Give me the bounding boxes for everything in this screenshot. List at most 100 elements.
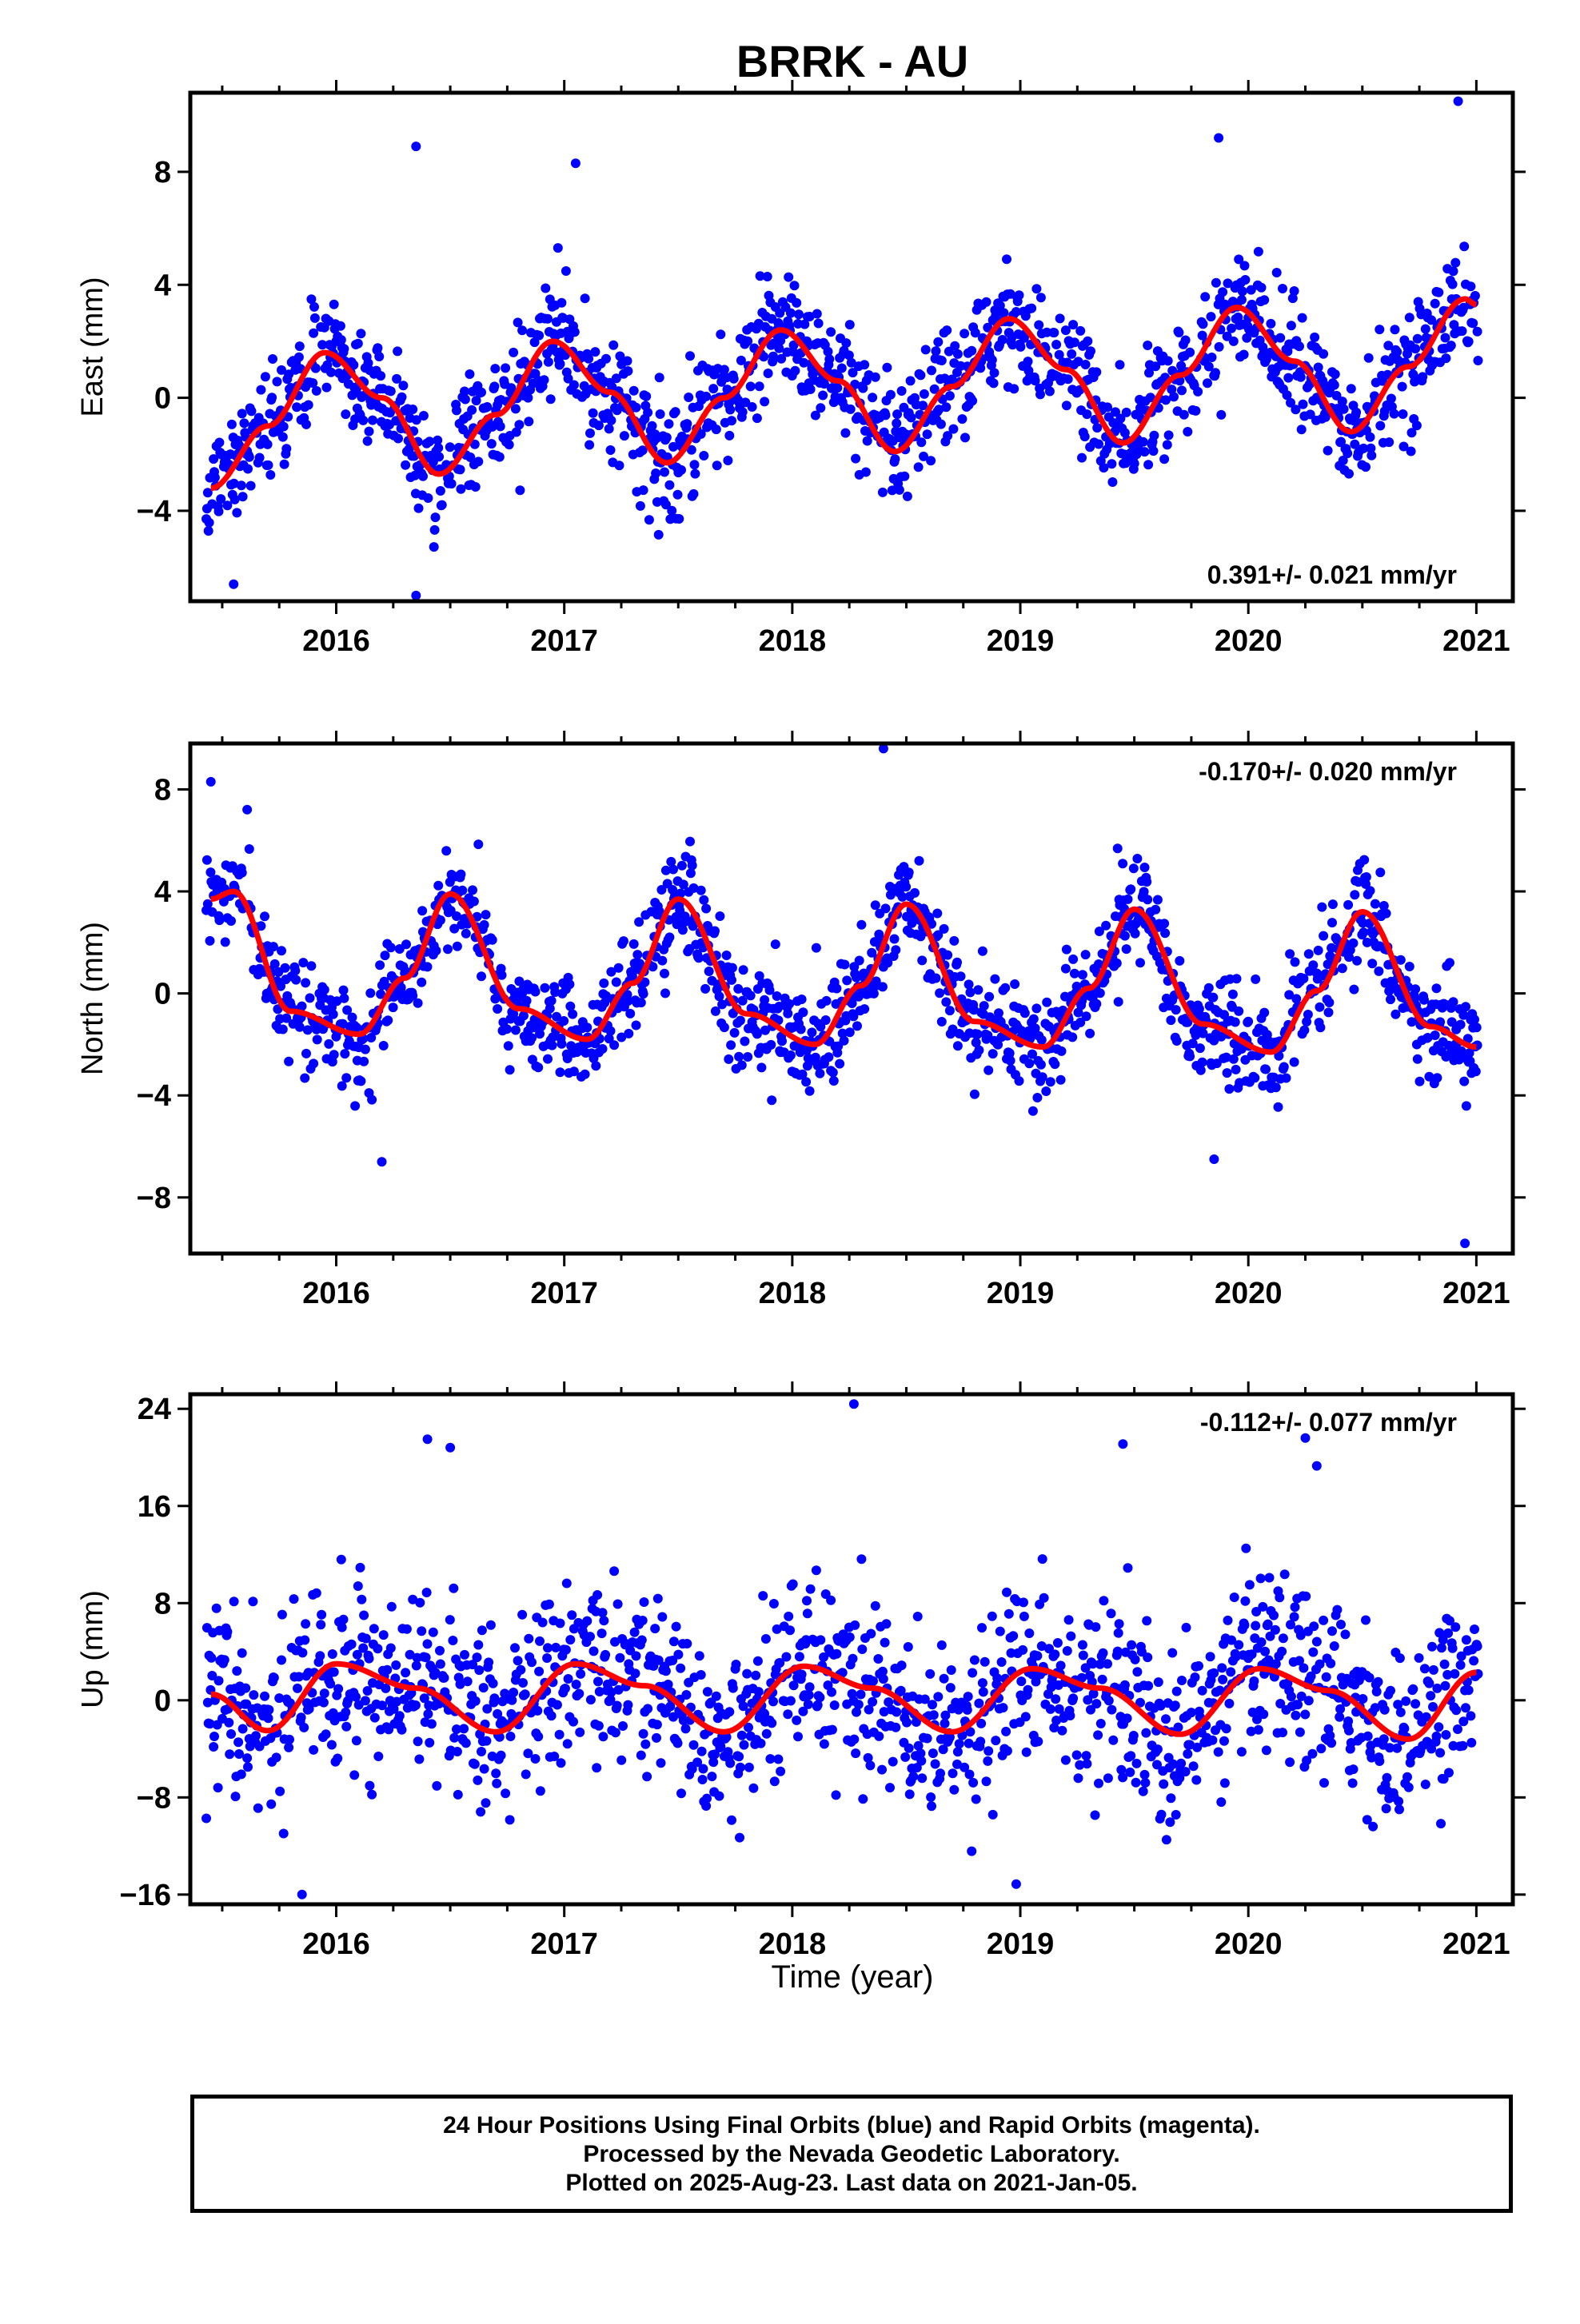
up-point xyxy=(421,1652,431,1663)
east-point xyxy=(1055,313,1065,324)
east-point xyxy=(943,431,953,441)
east-point xyxy=(631,402,641,413)
north-point xyxy=(719,1022,729,1033)
east-point xyxy=(1236,295,1247,305)
north-outlier-point xyxy=(205,776,216,787)
north-point xyxy=(656,885,667,895)
up-point xyxy=(803,1699,813,1709)
east-point xyxy=(434,452,445,462)
north-point xyxy=(1284,990,1295,1000)
up-point xyxy=(249,1690,259,1700)
up-point xyxy=(513,1656,523,1666)
north-point xyxy=(1027,1049,1037,1059)
up-point xyxy=(473,1775,483,1785)
east-point xyxy=(660,467,669,477)
north-point xyxy=(640,977,650,987)
north-point xyxy=(801,1077,812,1087)
north-point xyxy=(648,962,658,972)
up-point xyxy=(1194,1660,1203,1671)
east-point xyxy=(623,366,633,377)
up-point xyxy=(952,1759,962,1769)
up-point xyxy=(1435,1748,1446,1758)
north-point xyxy=(1352,955,1363,966)
up-point xyxy=(222,1627,233,1637)
up-point xyxy=(1166,1793,1176,1804)
east-point xyxy=(470,482,481,492)
up-point xyxy=(493,1708,503,1719)
up-point xyxy=(742,1668,752,1679)
east-point xyxy=(455,464,465,475)
up-point xyxy=(630,1668,640,1679)
east-point xyxy=(619,431,629,441)
east-point xyxy=(989,368,999,378)
east-point xyxy=(1027,303,1037,313)
east-point xyxy=(1200,292,1211,302)
up-point xyxy=(714,1791,724,1801)
up-point xyxy=(885,1783,895,1793)
north-point xyxy=(1406,1017,1417,1027)
up-point xyxy=(599,1616,609,1626)
east-point xyxy=(222,500,233,511)
north-point xyxy=(1024,1058,1035,1069)
north-point xyxy=(847,999,857,1008)
up-point xyxy=(1103,1659,1112,1669)
east-point xyxy=(655,409,665,419)
x-axis-label: Time (year) xyxy=(772,1959,934,1995)
east-point xyxy=(682,419,692,429)
up-point xyxy=(484,1657,494,1668)
up-point xyxy=(1229,1593,1239,1602)
up-x-tick-label: 2018 xyxy=(759,1927,827,1961)
east-point xyxy=(588,408,598,418)
up-point xyxy=(1247,1707,1258,1717)
north-point xyxy=(796,995,807,1004)
up-point xyxy=(1103,1773,1113,1784)
up-point xyxy=(928,1748,938,1759)
east-point xyxy=(1073,357,1083,367)
east-point xyxy=(418,411,429,421)
up-point xyxy=(1019,1597,1028,1608)
east-point xyxy=(660,500,671,510)
up-point xyxy=(1466,1711,1476,1721)
up-point xyxy=(752,1656,763,1666)
east-point xyxy=(1282,390,1292,401)
east-point xyxy=(805,385,816,394)
east-point xyxy=(306,294,317,305)
east-point xyxy=(1191,405,1201,416)
up-point xyxy=(1177,1676,1187,1685)
east-x-tick-label: 2017 xyxy=(530,624,598,658)
up-point xyxy=(1142,1616,1152,1626)
north-point xyxy=(298,958,309,968)
north-point xyxy=(933,930,944,940)
north-point xyxy=(840,959,850,970)
east-point xyxy=(1434,287,1444,297)
up-point xyxy=(908,1772,919,1782)
east-point xyxy=(1473,356,1483,365)
up-point xyxy=(358,1643,369,1653)
east-point xyxy=(664,419,674,429)
up-point xyxy=(205,1719,215,1729)
north-point xyxy=(300,1073,310,1083)
east-point xyxy=(1002,254,1011,265)
up-point xyxy=(1379,1734,1389,1744)
up-point xyxy=(309,1744,319,1755)
up-point xyxy=(638,1728,648,1739)
up-point xyxy=(1252,1714,1262,1724)
up-point xyxy=(688,1740,699,1750)
north-point xyxy=(1432,1073,1442,1083)
up-point xyxy=(925,1668,936,1679)
up-point xyxy=(1052,1638,1063,1648)
east-point xyxy=(281,444,292,454)
up-point xyxy=(373,1644,383,1654)
north-point xyxy=(312,1034,322,1045)
east-point xyxy=(900,471,910,481)
north-point xyxy=(487,935,497,945)
up-point xyxy=(552,1700,562,1710)
east-point xyxy=(1051,340,1062,349)
up-point xyxy=(1261,1745,1271,1756)
north-point xyxy=(1227,989,1238,999)
up-point xyxy=(1439,1659,1450,1669)
up-point xyxy=(301,1619,311,1629)
up-point xyxy=(445,1615,455,1625)
up-point xyxy=(1306,1671,1316,1681)
east-point xyxy=(293,352,304,362)
